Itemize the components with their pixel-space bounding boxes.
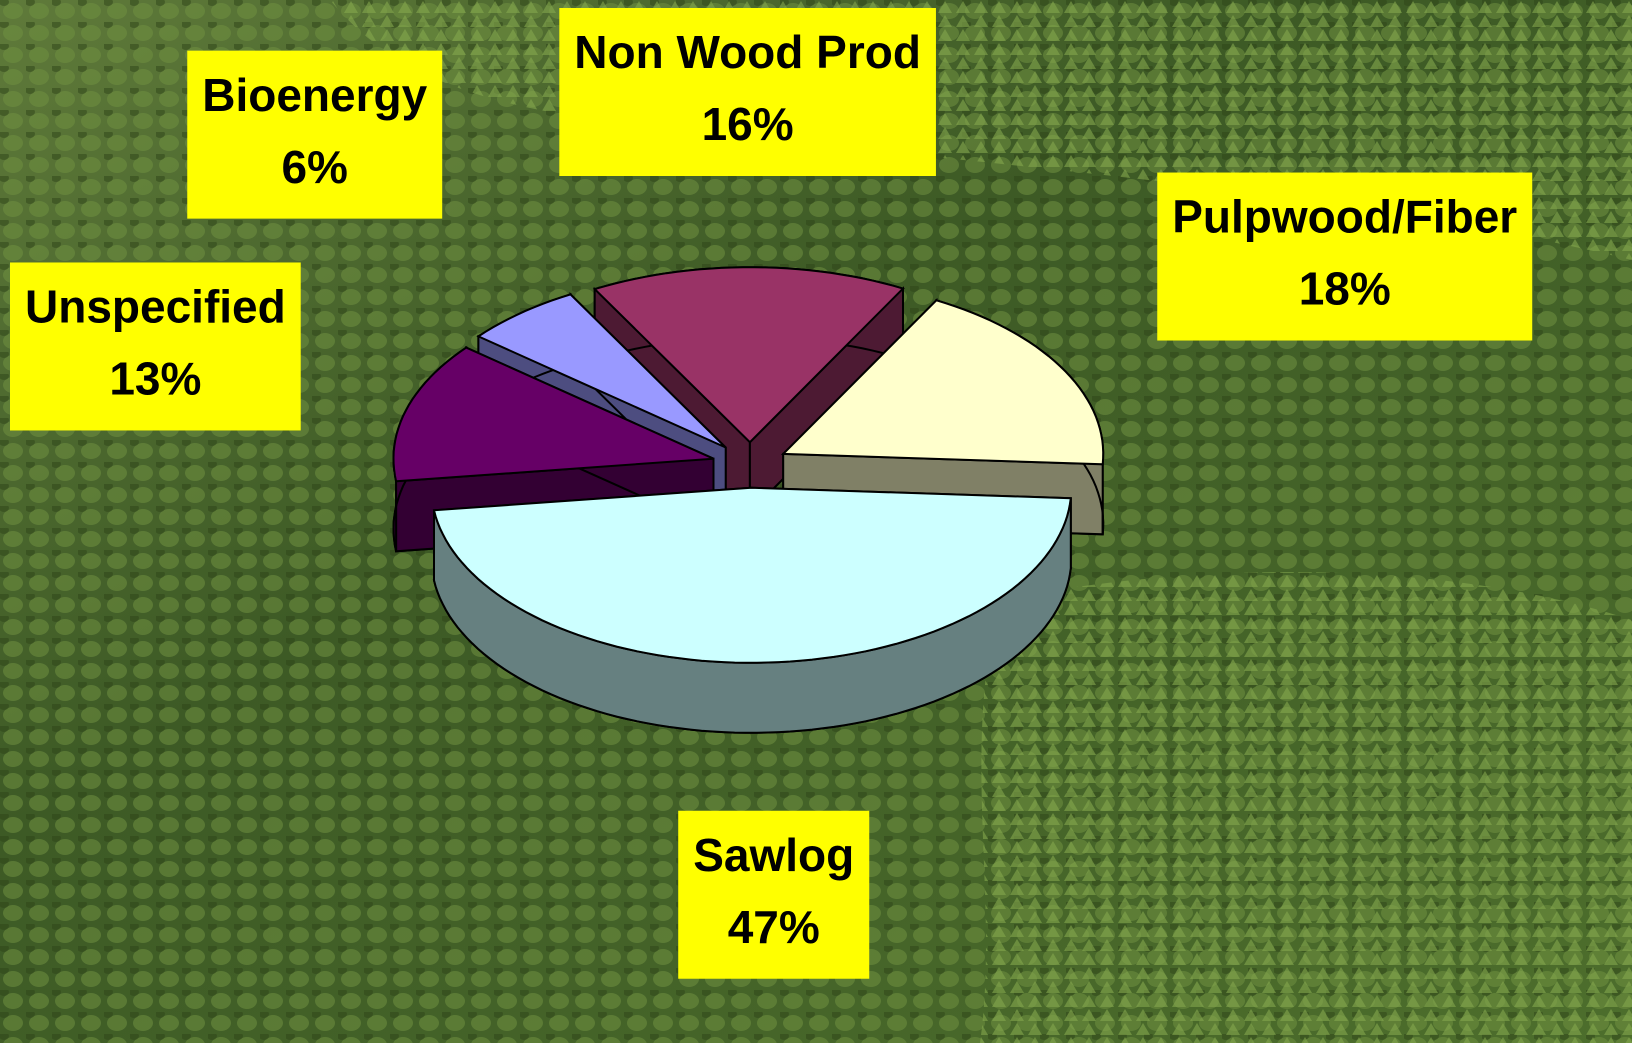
slice [392,346,714,483]
slice [780,299,1105,466]
label-box [187,50,443,219]
data-label: Sawlog 47% [678,810,870,979]
value-label: 16% [702,98,794,150]
plantation-rows [980,572,1632,1043]
category-label: Bioenergy [202,69,427,121]
data-label: Pulpwood/Fiber 18% [1157,172,1533,341]
category-label: Pulpwood/Fiber [1172,191,1517,243]
data-label: Unspecified 13% [10,262,301,431]
category-label: Sawlog [693,829,854,881]
value-label: 13% [109,353,201,405]
data-label: Non Wood Prod 16% [559,8,936,176]
category-label: Unspecified [25,281,286,333]
slice [592,266,905,444]
value-label: 47% [728,901,820,953]
slice [432,486,1072,664]
label-box [10,262,301,431]
pie [392,266,1105,734]
value-label: 18% [1299,263,1391,315]
labels: Non Wood Prod 16% Pulpwood/Fiber 18% Sawlog 4… [10,8,1533,979]
category-label: Non Wood Prod [574,26,921,78]
label-box [678,810,870,979]
label-box [1157,172,1533,341]
slice [476,293,727,449]
label-box [559,8,936,176]
data-label: Bioenergy 6% [187,50,443,219]
value-label: 6% [281,141,347,193]
